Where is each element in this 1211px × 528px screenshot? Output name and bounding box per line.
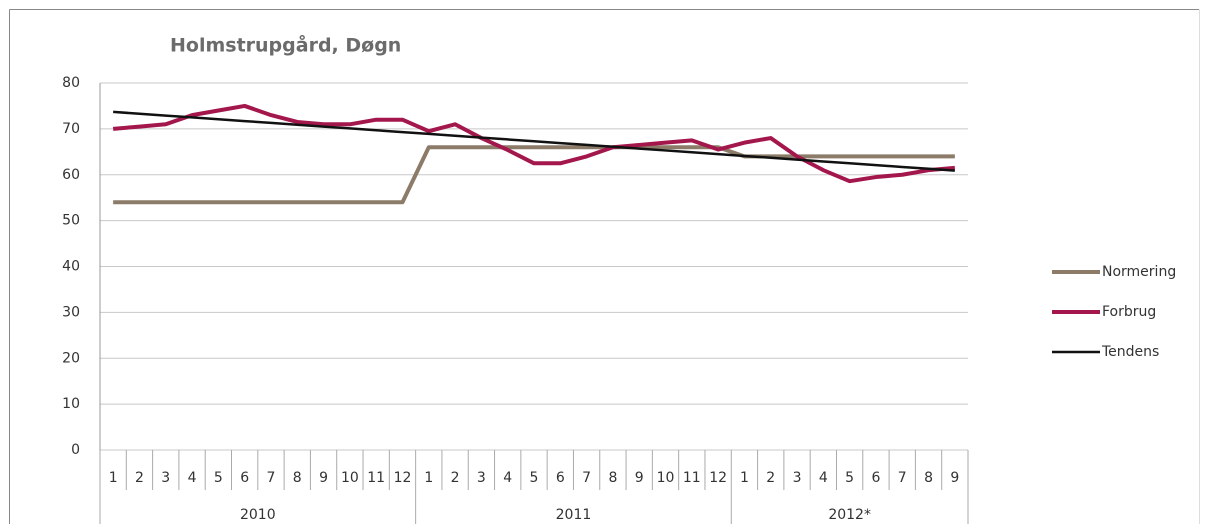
x-tick-label: 10 xyxy=(341,470,359,486)
x-tick-label: 5 xyxy=(214,470,223,486)
x-tick-label: 3 xyxy=(161,470,170,486)
x-tick-label: 8 xyxy=(608,470,617,486)
x-tick-label: 7 xyxy=(267,470,276,486)
x-tick-label: 12 xyxy=(709,470,727,486)
series-line xyxy=(113,110,955,172)
x-tick-label: 2 xyxy=(766,470,775,486)
legend-label: Tendens xyxy=(1101,344,1159,360)
x-tick-label: 11 xyxy=(367,470,385,486)
series-line xyxy=(113,145,955,205)
x-tick-label: 4 xyxy=(819,470,828,486)
x-tick-label: 3 xyxy=(477,470,486,486)
x-tick-label: 9 xyxy=(950,470,959,486)
x-tick-label: 1 xyxy=(424,470,433,486)
x-tick-label: 1 xyxy=(740,470,749,486)
x-tick-label: 3 xyxy=(793,470,802,486)
y-tick-label: 20 xyxy=(62,350,80,366)
x-tick-label: 2 xyxy=(135,470,144,486)
x-tick-label: 10 xyxy=(657,470,675,486)
y-tick-label: 80 xyxy=(62,75,80,91)
x-tick-label: 7 xyxy=(582,470,591,486)
x-tick-label: 6 xyxy=(871,470,880,486)
y-tick-label: 0 xyxy=(71,442,80,458)
x-tick-label: 4 xyxy=(503,470,512,486)
chart-title: Holmstrupgård, Døgn xyxy=(170,33,401,57)
legend-label: Forbrug xyxy=(1102,304,1156,320)
x-tick-label: 5 xyxy=(530,470,539,486)
y-tick-label: 50 xyxy=(62,213,80,229)
x-tick-label: 12 xyxy=(394,470,412,486)
y-tick-label: 40 xyxy=(62,259,80,275)
y-tick-label: 30 xyxy=(62,304,80,320)
x-tick-label: 4 xyxy=(188,470,197,486)
x-tick-label: 2 xyxy=(451,470,460,486)
x-tick-label: 1 xyxy=(109,470,118,486)
x-tick-label: 8 xyxy=(293,470,302,486)
x-tick-label: 6 xyxy=(240,470,249,486)
y-tick-label: 10 xyxy=(62,396,80,412)
x-tick-label: 6 xyxy=(556,470,565,486)
x-group-label: 2010 xyxy=(240,507,276,523)
x-tick-label: 11 xyxy=(683,470,701,486)
x-tick-label: 9 xyxy=(319,470,328,486)
series-line xyxy=(112,103,956,184)
x-group-label: 2012* xyxy=(828,507,871,523)
legend-label: Normering xyxy=(1102,264,1176,280)
y-tick-label: 60 xyxy=(62,167,80,183)
x-tick-label: 9 xyxy=(635,470,644,486)
x-tick-label: 5 xyxy=(845,470,854,486)
x-tick-label: 7 xyxy=(898,470,907,486)
x-tick-label: 8 xyxy=(924,470,933,486)
y-tick-label: 70 xyxy=(62,121,80,137)
x-group-label: 2011 xyxy=(556,507,592,523)
